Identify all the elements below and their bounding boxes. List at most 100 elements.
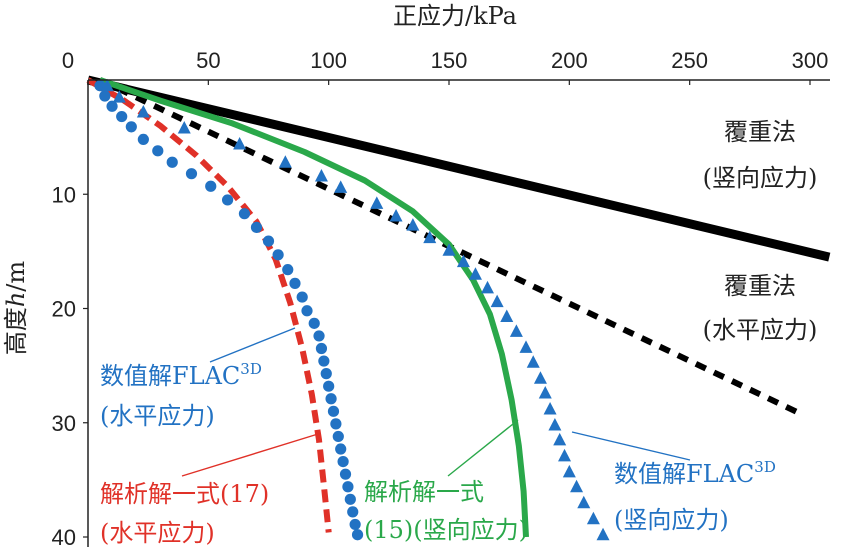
y-tick-label: 30 [52,411,76,436]
annotation-overburden_vertical: 覆重法 [724,118,796,146]
data-point-flac_horizontal [301,305,313,317]
data-point-flac_horizontal [106,100,118,112]
annotation-line: 数值解FLAC [614,460,754,488]
data-point-flac_vertical [442,243,456,256]
data-point-flac_vertical [509,324,523,337]
data-point-flac_horizontal [185,168,198,180]
data-point-flac_vertical [500,309,514,322]
annotation-overburden_horizontal: (水平应力) [703,316,818,344]
data-point-flac_vertical [533,371,547,384]
annotation-line: (竖向应力) [703,164,818,192]
data-point-flac_vertical [570,479,584,493]
data-point-flac_vertical [370,196,384,209]
data-point-flac_vertical [596,527,610,541]
data-point-flac_vertical [548,418,562,431]
x-tick-label: 150 [431,48,468,73]
data-point-flac_horizontal [221,194,234,206]
data-point-flac_vertical [136,104,150,118]
data-point-flac_horizontal [282,264,294,276]
annotation-line: (水平应力) [100,519,215,547]
data-point-flac_horizontal [325,393,337,405]
data-point-flac_horizontal [330,418,342,430]
data-point-flac_vertical [389,208,403,222]
data-point-flac_horizontal [342,481,354,493]
data-point-flac_vertical [562,464,576,478]
data-point-flac_vertical [553,432,567,446]
data-point-flac_horizontal [152,145,164,157]
leader-lines [181,327,691,477]
x-tick-label: 100 [310,48,347,73]
data-point-flac_vertical [177,120,191,134]
annotation-line: (15)(竖向应力) [364,516,528,544]
tick-labels: 0 50 100 150 200 250 300 10 20 30 40 [52,48,829,550]
annotations: 覆重法(竖向应力)覆重法(水平应力)数值解FLAC3D(水平应力)解析解一式(1… [100,118,817,547]
annotation-overburden_vertical: (竖向应力) [703,164,818,192]
y-axis-title-part1: 高度 [2,307,30,355]
series-layer [86,75,831,541]
data-point-flac_horizontal [205,180,217,192]
data-point-flac_horizontal [337,455,349,468]
axes [87,79,830,547]
data-point-flac_horizontal [349,518,361,531]
data-point-flac_horizontal [323,380,335,392]
annotation-analytic_vertical: (15)(竖向应力) [364,516,528,544]
data-point-flac_vertical [233,136,247,150]
annotation-flac_vertical: 数值解FLAC3D [614,458,776,488]
annotation-analytic_horizontal: (水平应力) [100,519,215,547]
data-point-flac_horizontal [344,493,356,505]
leader-line-flac_horizontal [209,327,296,363]
series-line-analytic_vertical [99,77,529,538]
annotation-line: 解析解一式 [364,478,484,506]
annotation-line: 数值解FLAC [100,362,240,390]
annotation-line: (水平应力) [100,402,215,430]
data-point-flac_horizontal [315,342,328,355]
annotation-analytic_vertical: 解析解一式 [364,478,484,506]
data-point-flac_vertical [423,230,437,244]
y-tick-label: 10 [52,182,76,207]
annotation-line: (竖向应力) [614,506,729,534]
data-point-flac_horizontal [320,368,332,380]
data-point-flac_vertical [456,254,470,268]
x-tick-label: 250 [671,48,708,73]
data-point-flac_horizontal [125,121,137,133]
y-axis-title-var: h [2,292,30,307]
data-point-flac_vertical [577,495,591,509]
annotation-superscript: 3D [754,458,776,476]
data-point-flac_vertical [543,402,557,415]
data-point-flac_horizontal [250,221,263,233]
annotation-line: (水平应力) [703,316,818,344]
data-point-flac_vertical [481,280,495,294]
data-point-flac_vertical [586,511,600,525]
annotation-line: 解析解一式(17) [100,480,269,508]
data-point-flac_horizontal [332,430,344,443]
leader-line-flac_vertical [571,431,691,461]
data-point-flac_vertical [519,340,533,353]
data-point-flac_vertical [112,90,126,103]
data-point-flac_horizontal [262,235,275,247]
annotation-overburden_horizontal: 覆重法 [724,272,796,300]
data-point-flac_horizontal [296,291,308,303]
x-tick-label: 300 [792,48,829,73]
data-point-flac_vertical [468,267,482,280]
leader-line-analytic_horizontal [181,433,319,477]
annotation-analytic_horizontal: 解析解一式(17) [100,480,269,508]
annotation-superscript: 3D [240,360,262,378]
x-tick-label: 0 [62,48,74,73]
data-point-flac_horizontal [238,208,251,220]
data-point-flac_horizontal [137,133,149,146]
data-point-flac_horizontal [272,249,284,261]
data-point-flac_vertical [278,155,292,168]
data-point-flac_vertical [538,386,552,399]
data-point-flac_horizontal [308,317,320,329]
leader-line-analytic_vertical [447,419,519,477]
data-point-flac_vertical [100,78,114,92]
data-point-flac_horizontal [339,468,352,480]
x-tick-label: 50 [196,48,220,73]
data-point-flac_vertical [526,355,540,368]
data-point-flac_horizontal [313,330,325,342]
data-point-flac_horizontal [351,529,364,541]
data-point-flac_horizontal [166,156,178,168]
data-point-flac_vertical [406,218,420,231]
data-point-flac_horizontal [116,110,128,123]
